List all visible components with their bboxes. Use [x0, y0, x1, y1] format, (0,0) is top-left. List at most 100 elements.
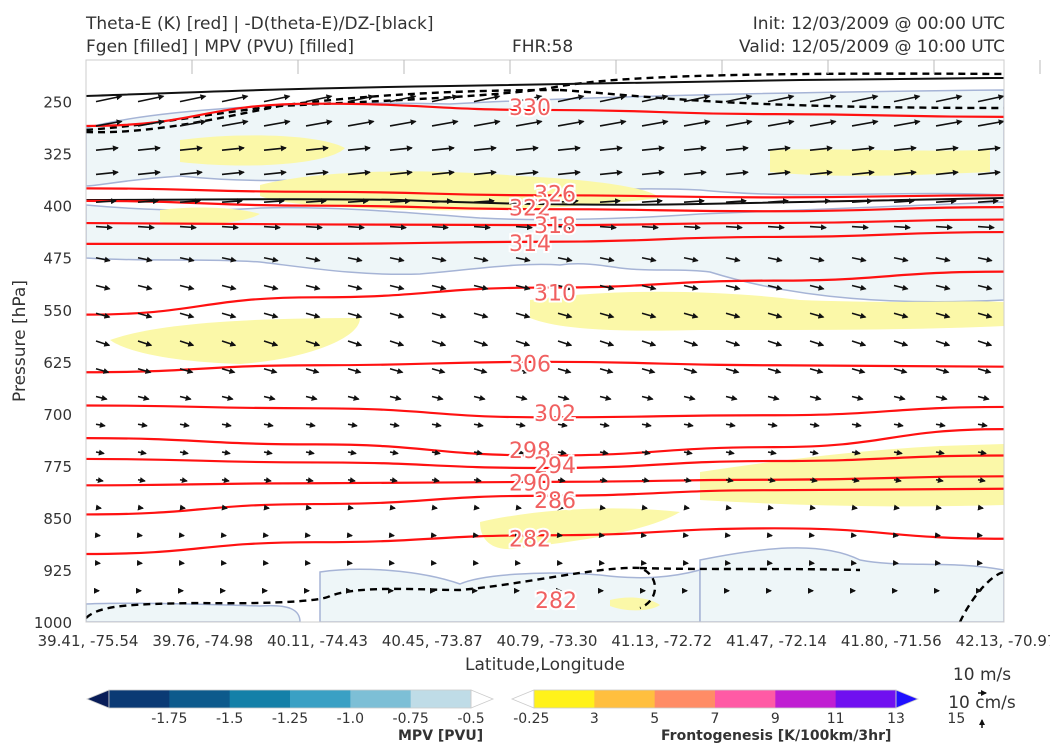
wind-arrow — [179, 198, 201, 205]
wind-arrow — [263, 340, 279, 347]
wind-arrow — [767, 340, 783, 347]
wind-arrow — [977, 169, 1001, 176]
wind-arrow — [977, 119, 1004, 127]
wind-arrow — [347, 504, 354, 511]
wind-arrow — [977, 340, 993, 347]
wind-arrow — [641, 477, 650, 484]
wind-arrow — [347, 421, 358, 428]
wind-arrow — [599, 198, 621, 205]
wind-arrow — [977, 284, 993, 291]
wind-arrow — [641, 169, 665, 176]
wind-arrow — [179, 340, 195, 347]
colorbar-extend-right — [470, 689, 495, 709]
wind-arrow — [179, 224, 197, 231]
wind-arrow — [935, 119, 963, 127]
y-tick-label: 250 — [43, 94, 72, 112]
wind-arrow — [179, 312, 195, 319]
wind-arrow — [137, 477, 146, 484]
theta-e-contour — [86, 428, 1004, 457]
wind-arrow — [809, 421, 820, 428]
wind-arrow — [515, 312, 531, 319]
wind-arrow — [137, 421, 148, 428]
fhr-label: FHR:58 — [512, 37, 574, 57]
wind-arrow — [431, 367, 446, 374]
wind-arrow — [515, 449, 525, 456]
colorbar-swatch — [775, 690, 837, 708]
wind-arrow — [179, 169, 203, 176]
theta-e-contour — [86, 102, 1004, 128]
wind-arrow — [683, 312, 699, 319]
theta-e-contour — [86, 360, 1004, 374]
wind-arrow — [851, 477, 860, 484]
wind-arrow — [263, 367, 278, 374]
wind-arrow — [851, 198, 873, 205]
colorbar-swatch — [835, 690, 897, 708]
wind-arrow — [767, 477, 776, 484]
wind-arrow — [389, 198, 411, 205]
wind-arrow — [641, 145, 665, 152]
wind-arrow — [893, 145, 917, 152]
theta-e-label: 306 — [509, 353, 551, 378]
wind-arrow — [263, 449, 273, 456]
wind-arrow — [557, 421, 568, 428]
fgen-colorbar: 3 5 7 9 11 13 15 — [510, 689, 965, 727]
wind-arrow — [431, 169, 455, 176]
theta-e-contour — [86, 454, 1004, 470]
theta-e-label: 326 — [534, 183, 576, 208]
colorbar-swatch — [594, 690, 656, 708]
wind-arrow — [893, 284, 909, 291]
wind-arrow — [977, 94, 1004, 103]
wind-arrow — [641, 367, 656, 374]
wind-arrow — [851, 449, 861, 456]
wind-arrow — [95, 449, 105, 456]
theta-e-contour — [86, 270, 1004, 316]
wind-arrow — [389, 395, 402, 401]
theta-e-label: 286 — [534, 489, 576, 514]
y-tick-label: 700 — [43, 406, 72, 424]
theta-e-label: 302 — [534, 402, 576, 427]
wind-arrow — [557, 169, 581, 176]
colorbar-tick-label: 11 — [827, 711, 845, 727]
wind-arrow — [977, 145, 1001, 152]
wind-arrow — [809, 340, 825, 347]
wind-arrow — [641, 312, 657, 319]
wind-arrow — [767, 169, 791, 176]
wind-arrow — [809, 504, 816, 511]
colorbar-tick-label: -1.0 — [337, 711, 364, 727]
theta-e-contour — [86, 218, 1004, 227]
wind-arrow — [389, 421, 400, 428]
wind-arrow — [557, 504, 564, 511]
wind-arrow — [431, 119, 459, 127]
wind-arrow — [179, 256, 195, 263]
wind-arrow — [851, 312, 867, 319]
wind-arrow — [767, 224, 785, 231]
black-solid-contours — [86, 77, 1004, 206]
wind-arrow — [599, 477, 608, 484]
wind-arrow — [599, 340, 615, 347]
wind-arrow — [389, 224, 407, 231]
wind-arrow — [95, 94, 123, 103]
wind-arrow — [137, 224, 155, 231]
wind-arrow — [221, 312, 237, 319]
wind-arrow — [263, 284, 279, 291]
wind-arrow — [347, 395, 360, 401]
colorbar-outline — [108, 689, 472, 709]
wind-arrow — [935, 504, 942, 511]
wind-arrow — [263, 395, 276, 401]
wind-arrow — [389, 312, 405, 319]
wind-arrow — [221, 224, 239, 231]
wind-arrow — [95, 477, 104, 484]
wind-arrow — [977, 224, 995, 231]
wind-arrow — [389, 284, 405, 291]
wind-arrow — [893, 477, 902, 484]
wind-arrow — [221, 119, 249, 127]
wind-arrow — [725, 284, 741, 291]
wind-arrow — [431, 421, 442, 428]
wind-arrow — [305, 449, 315, 456]
wind-arrow — [347, 256, 363, 263]
wind-arrow — [977, 198, 999, 205]
wind-arrow — [179, 94, 207, 103]
wind-arrow — [599, 504, 606, 511]
wind-arrow — [473, 198, 495, 205]
wind-arrow — [725, 449, 735, 456]
